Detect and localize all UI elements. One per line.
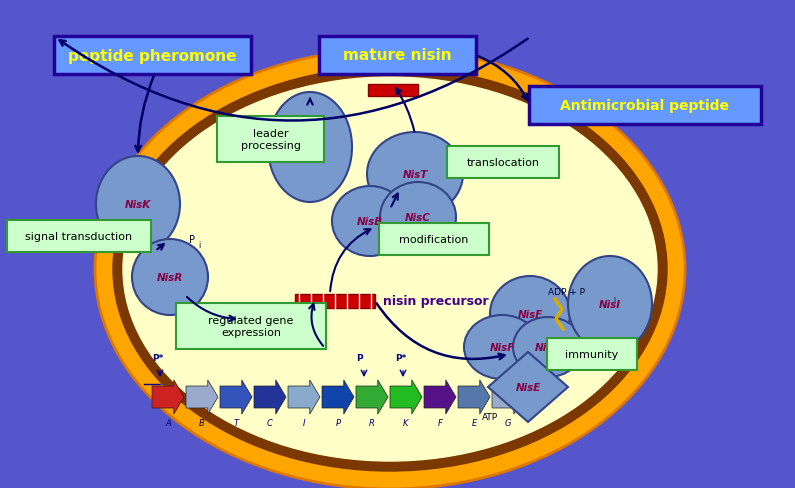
- Text: A: A: [165, 418, 171, 427]
- Text: E: E: [471, 418, 477, 427]
- Ellipse shape: [96, 157, 180, 252]
- Polygon shape: [220, 380, 252, 414]
- Text: NisI: NisI: [599, 299, 621, 309]
- Ellipse shape: [132, 240, 208, 315]
- Text: translocation: translocation: [467, 158, 540, 168]
- Text: i: i: [613, 296, 615, 303]
- Text: P: P: [356, 353, 363, 362]
- Text: NisF: NisF: [518, 309, 543, 319]
- FancyBboxPatch shape: [447, 147, 559, 179]
- Polygon shape: [356, 380, 388, 414]
- Text: P*: P*: [395, 353, 406, 362]
- Text: i: i: [198, 241, 200, 249]
- Text: B: B: [199, 418, 205, 427]
- Ellipse shape: [113, 68, 667, 471]
- FancyBboxPatch shape: [319, 37, 476, 75]
- Text: C: C: [267, 418, 273, 427]
- FancyBboxPatch shape: [379, 224, 489, 256]
- FancyBboxPatch shape: [217, 117, 324, 163]
- Text: NisG: NisG: [534, 342, 561, 352]
- Polygon shape: [390, 380, 422, 414]
- Ellipse shape: [95, 50, 685, 488]
- Text: G: G: [505, 418, 511, 427]
- Ellipse shape: [513, 317, 583, 377]
- Polygon shape: [186, 380, 218, 414]
- Ellipse shape: [464, 315, 540, 379]
- Ellipse shape: [332, 186, 408, 257]
- Ellipse shape: [490, 276, 570, 352]
- Polygon shape: [322, 380, 354, 414]
- Bar: [295, 294, 375, 308]
- Text: Antimicrobial peptide: Antimicrobial peptide: [560, 99, 730, 113]
- Text: regulated gene
expression: regulated gene expression: [208, 316, 293, 337]
- Text: F: F: [437, 418, 443, 427]
- Bar: [368, 85, 418, 97]
- FancyBboxPatch shape: [547, 338, 637, 370]
- Text: I: I: [303, 418, 305, 427]
- Text: NisK: NisK: [125, 200, 151, 209]
- Text: mature nisin: mature nisin: [343, 48, 452, 63]
- Text: peptide pheromone: peptide pheromone: [68, 48, 237, 63]
- Polygon shape: [488, 352, 568, 422]
- Polygon shape: [492, 380, 524, 414]
- Ellipse shape: [367, 133, 463, 217]
- FancyBboxPatch shape: [54, 37, 251, 75]
- Text: immunity: immunity: [565, 349, 619, 359]
- Text: modification: modification: [399, 235, 469, 244]
- Text: NisB: NisB: [357, 217, 383, 226]
- Ellipse shape: [123, 78, 657, 461]
- Text: P: P: [335, 418, 340, 427]
- Text: K: K: [403, 418, 409, 427]
- Polygon shape: [152, 380, 184, 414]
- Text: nisin precursor: nisin precursor: [383, 295, 489, 308]
- Text: NisF: NisF: [489, 342, 514, 352]
- Ellipse shape: [268, 93, 352, 203]
- Text: ATP: ATP: [482, 412, 498, 421]
- Text: P*: P*: [152, 353, 164, 362]
- Text: R: R: [369, 418, 375, 427]
- Text: NisP: NisP: [297, 142, 323, 153]
- Ellipse shape: [380, 183, 456, 252]
- Text: T: T: [234, 418, 238, 427]
- Ellipse shape: [568, 257, 652, 352]
- Text: signal transduction: signal transduction: [25, 231, 133, 242]
- Text: NisC: NisC: [405, 213, 431, 223]
- FancyBboxPatch shape: [7, 221, 151, 252]
- Text: leader
processing: leader processing: [241, 129, 301, 150]
- Polygon shape: [254, 380, 286, 414]
- Polygon shape: [424, 380, 456, 414]
- Text: P: P: [189, 235, 195, 244]
- Text: ADP + P: ADP + P: [548, 287, 585, 296]
- Text: NisR: NisR: [157, 272, 183, 283]
- FancyBboxPatch shape: [176, 304, 326, 349]
- Text: NisE: NisE: [515, 382, 541, 392]
- Text: NisT: NisT: [402, 170, 428, 180]
- Polygon shape: [288, 380, 320, 414]
- FancyBboxPatch shape: [529, 87, 761, 125]
- Polygon shape: [458, 380, 490, 414]
